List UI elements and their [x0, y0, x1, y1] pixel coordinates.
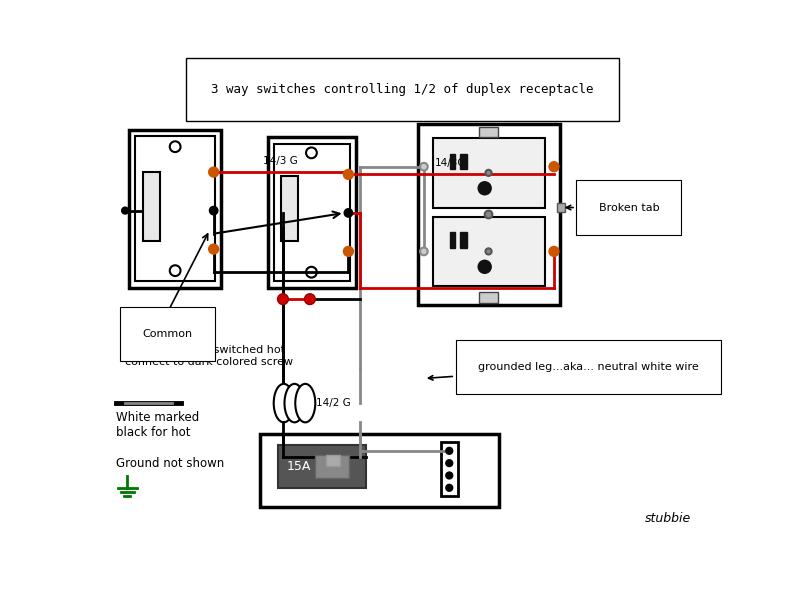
Text: 14/2 G: 14/2 G	[316, 398, 351, 408]
Bar	[418, 124, 560, 305]
Text: Common: Common	[142, 329, 193, 339]
Bar	[314, 455, 349, 478]
Bar	[450, 232, 455, 248]
Circle shape	[550, 162, 558, 172]
Text: 15A: 15A	[287, 460, 311, 473]
Bar	[433, 138, 545, 208]
Text: 14/3 G: 14/3 G	[263, 156, 298, 166]
Ellipse shape	[274, 384, 294, 422]
Text: 14/3G: 14/3G	[435, 158, 466, 168]
Circle shape	[122, 208, 128, 214]
Bar	[479, 292, 498, 303]
Bar	[274, 143, 350, 281]
Circle shape	[306, 267, 317, 278]
Circle shape	[446, 448, 452, 454]
Circle shape	[486, 248, 492, 254]
Bar	[326, 455, 340, 466]
Circle shape	[209, 244, 218, 254]
Circle shape	[345, 209, 352, 217]
Circle shape	[486, 170, 492, 176]
Bar	[135, 136, 215, 281]
Bar	[260, 434, 498, 507]
Bar	[557, 203, 565, 212]
Bar	[278, 445, 366, 488]
Circle shape	[305, 294, 315, 305]
Bar	[441, 442, 458, 496]
Circle shape	[478, 260, 491, 273]
Circle shape	[446, 472, 452, 479]
Text: Ground not shown: Ground not shown	[116, 457, 224, 470]
Text: White marked
black for hot: White marked black for hot	[116, 411, 199, 439]
Bar	[450, 154, 455, 169]
Bar	[460, 232, 467, 248]
Circle shape	[209, 167, 218, 177]
Circle shape	[170, 265, 181, 276]
Text: grounded leg...aka... neutral white wire: grounded leg...aka... neutral white wire	[429, 362, 698, 380]
Circle shape	[278, 294, 288, 305]
Bar	[433, 217, 545, 286]
Bar	[282, 176, 298, 241]
Circle shape	[344, 247, 353, 256]
Circle shape	[420, 163, 428, 170]
Bar	[129, 130, 222, 287]
Circle shape	[446, 460, 452, 466]
Bar	[479, 127, 498, 137]
Circle shape	[550, 247, 558, 256]
Circle shape	[478, 182, 491, 194]
Circle shape	[446, 485, 452, 491]
Bar	[460, 154, 467, 169]
Circle shape	[306, 148, 317, 158]
Text: stubbie: stubbie	[645, 512, 691, 525]
Text: Broken tab: Broken tab	[566, 203, 659, 212]
Circle shape	[210, 207, 218, 214]
Circle shape	[420, 248, 428, 255]
Ellipse shape	[295, 384, 315, 422]
Bar	[267, 137, 356, 287]
Text: constant hot or switched hot
connect to dark colored screw: constant hot or switched hot connect to …	[125, 346, 294, 367]
Circle shape	[485, 211, 492, 218]
Circle shape	[344, 170, 353, 179]
Text: 3 way switches controlling 1/2 of duplex receptacle: 3 way switches controlling 1/2 of duplex…	[211, 83, 594, 96]
Bar	[143, 172, 160, 241]
Circle shape	[170, 141, 181, 152]
Ellipse shape	[285, 384, 305, 422]
